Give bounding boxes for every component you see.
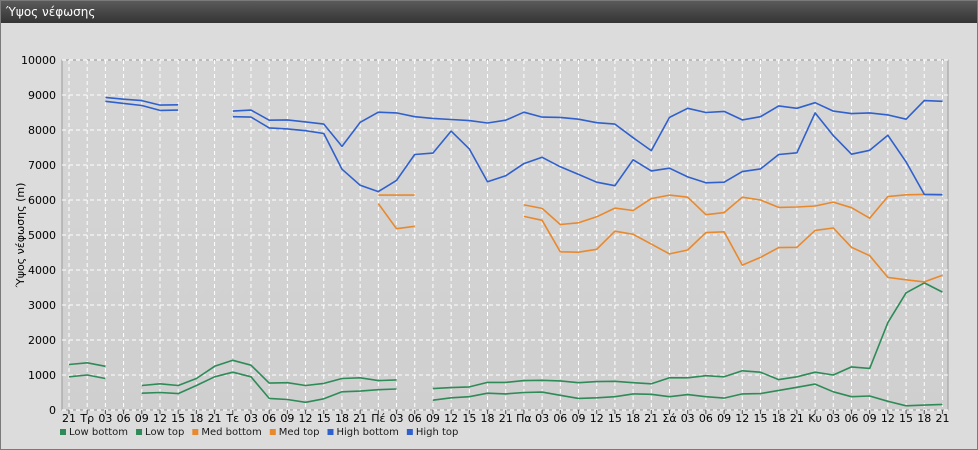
x-tick-label: 09 xyxy=(280,412,294,425)
y-tick-label: 0 xyxy=(49,404,56,417)
y-tick-label: 4000 xyxy=(28,264,56,277)
legend-swatch xyxy=(136,429,143,435)
y-tick-label: 1000 xyxy=(28,369,56,382)
series-med-top xyxy=(378,193,943,226)
series-line-segment xyxy=(432,383,943,407)
legend-label: High top xyxy=(416,427,459,438)
series-line-segment xyxy=(141,371,397,404)
x-tick-label: 03 xyxy=(826,412,840,425)
x-tick-label: 15 xyxy=(753,412,767,425)
x-tick-label: 12 xyxy=(153,412,167,425)
series-line-segment xyxy=(523,215,943,283)
x-tick-label: 12 xyxy=(299,412,313,425)
x-tick-label: 06 xyxy=(699,412,713,425)
series-line-segment xyxy=(105,96,179,106)
series-lines xyxy=(68,96,943,407)
legend-label: Low bottom xyxy=(69,427,128,438)
series-line-segment xyxy=(68,374,106,380)
x-tick-label: 21 xyxy=(208,412,222,425)
x-tick-label: 21 xyxy=(935,412,949,425)
series-line-segment xyxy=(68,361,106,368)
y-tick-label: 9000 xyxy=(28,89,56,102)
x-tick-label: 15 xyxy=(608,412,622,425)
legend-swatch xyxy=(192,429,199,435)
x-tick-label: 18 xyxy=(481,412,495,425)
grid xyxy=(62,59,948,411)
series-line-segment xyxy=(232,99,943,152)
x-tick-label: 03 xyxy=(98,412,112,425)
x-tick-label: 03 xyxy=(390,412,404,425)
legend-label: High bottom xyxy=(337,427,399,438)
x-tick-label: 21 xyxy=(644,412,658,425)
y-tick-label: 2000 xyxy=(28,334,56,347)
x-tick-label: 18 xyxy=(335,412,349,425)
series-med-bottom xyxy=(377,203,943,283)
x-tick-label: Κυ xyxy=(808,412,822,425)
x-tick-label: Πέ xyxy=(371,412,385,425)
x-tick-label: 06 xyxy=(117,412,131,425)
x-tick-label: 15 xyxy=(171,412,185,425)
series-low-top xyxy=(68,282,943,390)
x-tick-label: Τε xyxy=(225,412,239,425)
x-tick-label: 18 xyxy=(626,412,640,425)
x-tick-label: 18 xyxy=(772,412,786,425)
x-tick-label: 09 xyxy=(717,412,731,425)
series-low-bottom xyxy=(68,371,943,407)
x-tick-label: 09 xyxy=(426,412,440,425)
series-high-bottom xyxy=(105,100,943,196)
y-axis: 0 1000 2000 3000 4000 5000 6000 7000 8000 9000 100… xyxy=(21,54,56,417)
x-tick-label: 06 xyxy=(553,412,567,425)
x-tick-label: 06 xyxy=(844,412,858,425)
x-axis: 21 Τρ 03 06 09 12 15 18 21 Τε 03 06 09 12 15 18 21 Πέ 03 06… xyxy=(62,410,949,425)
legend-swatch xyxy=(406,429,413,435)
x-tick-label: 12 xyxy=(735,412,749,425)
legend-swatch xyxy=(269,429,276,435)
series-line-segment xyxy=(432,282,943,390)
x-tick-label: 15 xyxy=(899,412,913,425)
legend: Low bottom Low top Med bottom Med top High b… xyxy=(60,427,458,438)
x-tick-label: 18 xyxy=(917,412,931,425)
legend-label: Low top xyxy=(145,427,184,438)
y-axis-label: Ύψος νέφωσης (m) xyxy=(14,183,27,289)
y-tick-label: 8000 xyxy=(28,124,56,137)
y-tick-label: 3000 xyxy=(28,299,56,312)
x-tick-label: 09 xyxy=(863,412,877,425)
x-tick-label: Τρ xyxy=(79,412,94,425)
x-tick-label: 09 xyxy=(135,412,149,425)
series-high-top xyxy=(105,96,943,152)
legend-swatch xyxy=(60,429,66,435)
y-tick-label: 7000 xyxy=(28,159,56,172)
x-tick-label: 15 xyxy=(317,412,331,425)
series-line-segment xyxy=(232,112,943,196)
legend-swatch xyxy=(327,429,334,435)
x-tick-label: Πα xyxy=(516,412,532,425)
x-tick-label: Σά xyxy=(662,412,676,425)
x-tick-label: 15 xyxy=(462,412,476,425)
series-line-segment xyxy=(141,359,397,387)
x-tick-label: 06 xyxy=(262,412,276,425)
x-tick-label: 03 xyxy=(244,412,258,425)
legend-label: Med bottom xyxy=(201,427,261,438)
x-tick-label: 09 xyxy=(572,412,586,425)
x-tick-label: 06 xyxy=(408,412,422,425)
y-tick-label: 5000 xyxy=(28,229,56,242)
x-tick-label: 21 xyxy=(353,412,367,425)
x-tick-label: 03 xyxy=(535,412,549,425)
series-line-segment xyxy=(105,100,179,112)
y-tick-label: 6000 xyxy=(28,194,56,207)
x-tick-label: 12 xyxy=(444,412,458,425)
x-tick-label: 12 xyxy=(590,412,604,425)
series-line-segment xyxy=(377,203,415,230)
x-tick-label: 21 xyxy=(499,412,513,425)
window-title: Ύψος νέφωσης xyxy=(1,1,977,23)
x-tick-label: 21 xyxy=(790,412,804,425)
series-line-segment xyxy=(523,193,943,226)
legend-label: Med top xyxy=(279,427,320,438)
y-tick-label: 10000 xyxy=(21,54,56,67)
x-tick-label: 21 xyxy=(62,412,76,425)
x-tick-label: 03 xyxy=(681,412,695,425)
x-tick-label: 18 xyxy=(189,412,203,425)
x-tick-label: 12 xyxy=(881,412,895,425)
